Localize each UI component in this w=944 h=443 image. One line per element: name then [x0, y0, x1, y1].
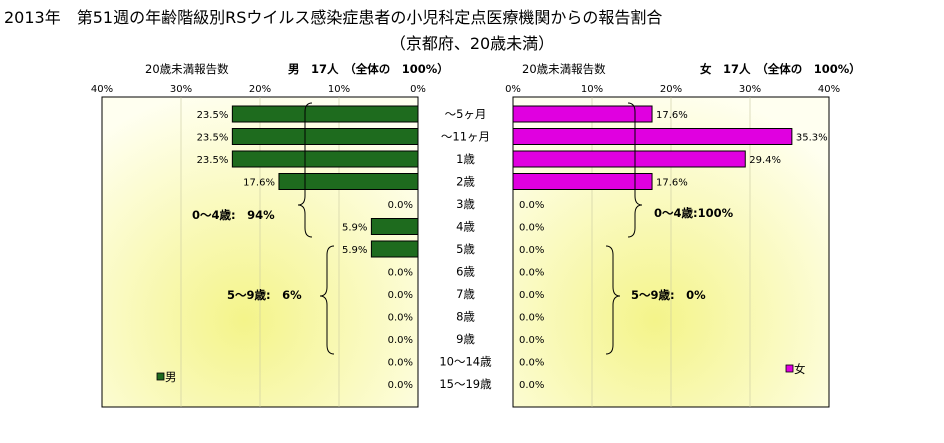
- female-bar: [512, 105, 653, 123]
- male-bar: [278, 173, 419, 190]
- female-brace-5-9: [605, 245, 621, 355]
- male-annotation-5-9: 5～9歳: 6%: [227, 288, 302, 302]
- category-label: 4歳: [456, 220, 475, 234]
- tick-label: 0%: [505, 84, 521, 95]
- right-gridlines: [591, 97, 751, 407]
- female-value-label: 29.4%: [749, 155, 781, 166]
- female-value-labels: 17.6% 35.3% 29.4% 17.6% 0.0% 0.0% 0.0% 0.0% 0.0%…: [519, 110, 828, 391]
- female-value-label: 0.0%: [519, 313, 544, 324]
- female-value-label: 0.0%: [519, 223, 544, 234]
- male-value-label: 23.5%: [197, 133, 229, 144]
- category-label: 7歳: [456, 287, 475, 301]
- male-value-label: 5.9%: [342, 245, 367, 256]
- female-annotation-5-9: 5～9歳: 0%: [631, 288, 706, 302]
- female-value-label: 17.6%: [656, 178, 688, 189]
- right-tick-labels: 0% 10% 20% 30% 40%: [505, 84, 840, 95]
- male-value-label: 17.6%: [243, 178, 275, 189]
- female-value-label: 0.0%: [519, 335, 544, 346]
- left-header: 男 17人 （全体の 100%）: [288, 62, 449, 76]
- female-brace-0-4: [627, 102, 643, 238]
- female-bars: [512, 105, 793, 190]
- male-value-label: 23.5%: [197, 155, 229, 166]
- tick-label: 10%: [328, 84, 350, 95]
- female-value-label: 17.6%: [656, 110, 688, 121]
- right-axis-title: 20歳未満報告数: [522, 62, 606, 76]
- category-label: 2歳: [456, 175, 475, 189]
- male-value-label: 0.0%: [388, 268, 413, 279]
- tick-label: 40%: [91, 84, 113, 95]
- female-annotation-0-4: 0～4歳:100%: [654, 206, 734, 220]
- male-value-label: 0.0%: [388, 200, 413, 211]
- female-bar: [512, 128, 793, 145]
- chart-title: 2013年 第51週の年齢階級別RSウイルス感染症患者の小児科定点医療機関からの…: [4, 8, 663, 27]
- male-value-label: 5.9%: [342, 223, 367, 234]
- category-label: 5歳: [456, 242, 475, 256]
- tick-label: 0%: [410, 84, 426, 95]
- female-bar: [512, 173, 653, 190]
- left-axis-title: 20歳未満報告数: [145, 62, 229, 76]
- female-value-label: 0.0%: [519, 200, 544, 211]
- male-value-label: 0.0%: [388, 358, 413, 369]
- female-value-label: 35.3%: [796, 133, 828, 144]
- female-value-label: 0.0%: [519, 290, 544, 301]
- female-value-label: 0.0%: [519, 268, 544, 279]
- left-tick-labels: 40% 30% 20% 10% 0%: [91, 84, 426, 95]
- chart-subtitle: （京都府、20歳未満）: [389, 34, 555, 53]
- male-value-label: 0.0%: [388, 313, 413, 324]
- male-value-label: 0.0%: [388, 380, 413, 391]
- category-label: 15～19歳: [439, 377, 492, 391]
- male-brace-5-9: [319, 245, 335, 355]
- male-legend-swatch: [156, 372, 165, 381]
- male-bars: [231, 105, 419, 258]
- male-annotation-0-4: 0～4歳: 94%: [192, 208, 275, 222]
- male-brace-0-4: [297, 102, 313, 238]
- category-label: 8歳: [456, 310, 475, 324]
- male-bar: [370, 240, 419, 258]
- tick-label: 30%: [170, 84, 192, 95]
- tick-label: 40%: [818, 84, 840, 95]
- male-bar: [231, 128, 419, 145]
- female-bar: [512, 150, 746, 168]
- tick-label: 20%: [660, 84, 682, 95]
- category-label: 1歳: [456, 152, 475, 166]
- tick-label: 20%: [249, 84, 271, 95]
- male-bar: [231, 105, 419, 123]
- male-legend-label: 男: [165, 370, 177, 384]
- right-header: 女 17人 （全体の 100%）: [700, 62, 861, 76]
- category-label: ～5ヶ月: [445, 107, 487, 121]
- female-value-label: 0.0%: [519, 358, 544, 369]
- female-value-label: 0.0%: [519, 245, 544, 256]
- male-value-label: 0.0%: [388, 290, 413, 301]
- left-gridlines: [180, 97, 340, 407]
- tick-label: 10%: [581, 84, 603, 95]
- female-legend-label: 女: [794, 362, 806, 376]
- category-label: ～11ヶ月: [441, 130, 490, 144]
- category-label: 3歳: [456, 197, 475, 211]
- male-bar: [231, 150, 419, 168]
- category-labels: ～5ヶ月 ～11ヶ月 1歳 2歳 3歳 4歳 5歳 6歳 7歳 8歳 9歳 10～14歳 15～19歳: [439, 107, 492, 391]
- female-legend-swatch: [785, 364, 794, 373]
- female-value-label: 0.0%: [519, 380, 544, 391]
- category-label: 10～14歳: [439, 355, 492, 369]
- category-label: 6歳: [456, 265, 475, 279]
- category-label: 9歳: [456, 332, 475, 346]
- male-value-label: 0.0%: [388, 335, 413, 346]
- tick-label: 30%: [739, 84, 761, 95]
- male-value-label: 23.5%: [197, 110, 229, 121]
- male-value-labels: 23.5% 23.5% 23.5% 17.6% 0.0% 5.9% 5.9% 0.0% 0.0%…: [197, 110, 413, 391]
- male-bar: [370, 218, 419, 235]
